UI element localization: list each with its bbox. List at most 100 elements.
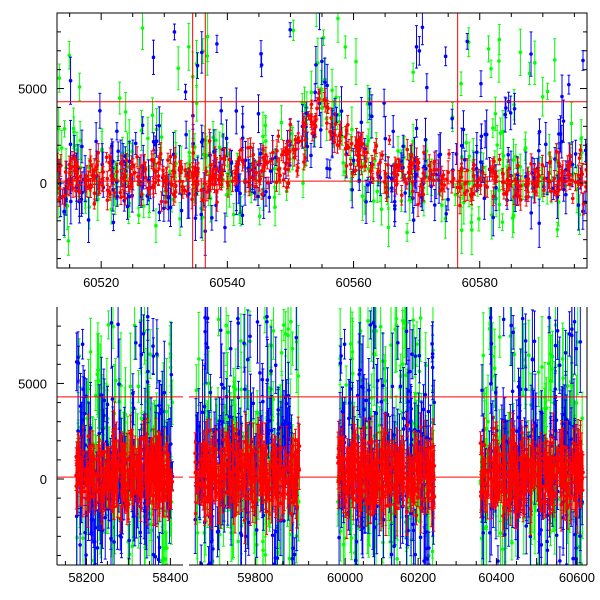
- data-point: [210, 204, 214, 231]
- data-point: [579, 440, 583, 472]
- data-point: [281, 139, 286, 164]
- data-point: [117, 338, 121, 430]
- data-point: [386, 452, 390, 498]
- x-tick-label: 58400: [152, 570, 188, 585]
- data-point: [550, 491, 555, 513]
- data-point: [425, 513, 429, 565]
- data-point: [136, 438, 140, 498]
- data-point: [408, 470, 413, 513]
- data-point: [520, 437, 525, 484]
- data-point: [261, 171, 266, 219]
- data-point: [66, 225, 71, 256]
- data-point: [388, 488, 393, 521]
- data-point: [573, 139, 578, 169]
- data-point: [95, 473, 99, 507]
- data-point: [436, 159, 440, 181]
- data-point: [543, 121, 548, 167]
- data-point: [284, 425, 289, 486]
- data-point: [328, 123, 332, 141]
- data-point: [235, 444, 240, 506]
- data-point: [111, 213, 116, 232]
- data-point: [393, 307, 397, 374]
- data-point: [202, 434, 206, 452]
- data-point: [60, 188, 65, 205]
- data-point: [141, 193, 146, 219]
- data-point: [459, 71, 463, 96]
- data-point: [208, 418, 213, 443]
- data-point: [255, 307, 260, 364]
- data-point: [139, 182, 144, 207]
- top-panel-data: [57, 13, 587, 256]
- data-point: [124, 153, 129, 168]
- data-point: [215, 506, 220, 558]
- data-point: [350, 443, 355, 482]
- data-point: [423, 117, 428, 162]
- data-point: [88, 317, 93, 386]
- data-point: [423, 362, 428, 428]
- data-point: [417, 36, 422, 66]
- data-point: [494, 164, 498, 212]
- data-point: [512, 327, 517, 382]
- data-point: [421, 384, 426, 435]
- data-point: [504, 183, 509, 202]
- data-point: [390, 332, 395, 441]
- data-point: [357, 333, 362, 416]
- data-point: [80, 328, 85, 360]
- data-point: [246, 471, 250, 517]
- data-point: [78, 167, 83, 185]
- data-point: [413, 337, 418, 375]
- data-point: [330, 68, 334, 112]
- y-tick-label: 0: [40, 472, 47, 487]
- x-tick-label: 59800: [237, 570, 273, 585]
- data-point: [418, 307, 423, 362]
- data-point: [540, 77, 545, 117]
- data-point: [228, 320, 233, 377]
- data-point: [154, 163, 159, 180]
- data-point: [187, 167, 191, 189]
- data-point: [292, 537, 297, 565]
- data-point: [161, 483, 165, 517]
- data-point: [104, 152, 109, 163]
- data-point: [306, 111, 311, 121]
- data-point: [383, 457, 388, 479]
- top-panel-reference-lines: [57, 13, 587, 268]
- data-point: [142, 153, 147, 173]
- data-point: [365, 494, 370, 512]
- data-point: [293, 428, 298, 452]
- data-point: [472, 174, 477, 196]
- data-point: [405, 138, 410, 161]
- data-point: [260, 436, 264, 495]
- data-point: [546, 456, 550, 490]
- data-point: [358, 462, 362, 523]
- data-point: [568, 162, 572, 187]
- data-point: [215, 184, 219, 198]
- data-point: [236, 307, 241, 367]
- data-point: [366, 307, 370, 348]
- data-point: [95, 333, 100, 416]
- data-point: [382, 88, 386, 118]
- data-point: [278, 167, 282, 184]
- data-point: [271, 307, 276, 360]
- data-point: [387, 135, 392, 145]
- data-point: [554, 143, 559, 161]
- data-point: [386, 207, 391, 248]
- data-point: [484, 109, 489, 160]
- data-point: [492, 457, 496, 509]
- data-point: [429, 427, 434, 469]
- data-point: [367, 87, 372, 120]
- data-point: [405, 412, 410, 437]
- x-tick-label: 60400: [478, 570, 514, 585]
- data-point: [97, 438, 102, 466]
- data-point: [251, 387, 256, 420]
- data-point: [59, 129, 64, 167]
- data-point: [206, 456, 210, 517]
- data-point: [491, 186, 496, 207]
- data-point: [548, 155, 552, 168]
- data-point: [105, 386, 110, 424]
- data-point: [563, 456, 568, 492]
- data-point: [374, 440, 379, 483]
- data-point: [581, 192, 586, 216]
- data-point: [486, 35, 491, 63]
- data-point: [565, 484, 570, 508]
